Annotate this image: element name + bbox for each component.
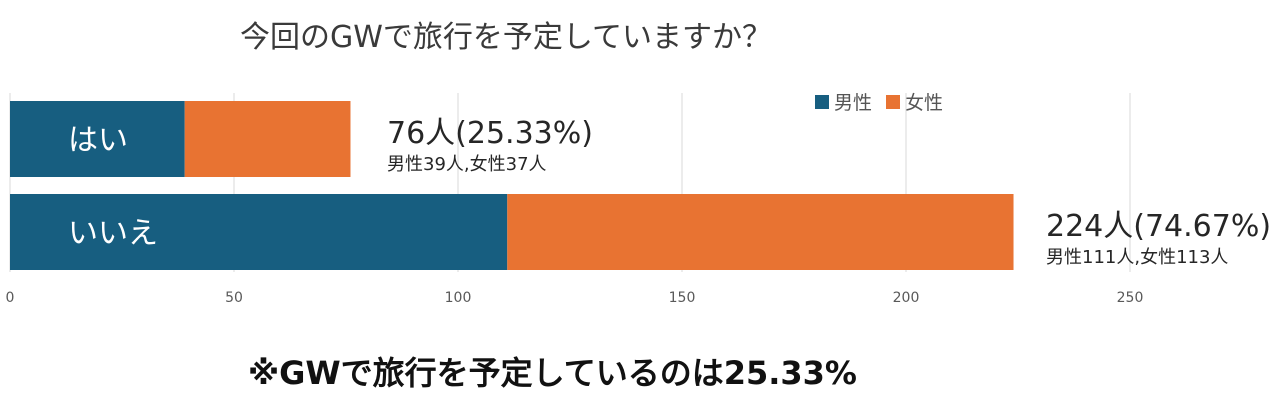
legend-swatch-male [815,94,829,109]
legend-label-female: 女性 [905,92,944,114]
total-label-yes: 76人(25.33%) [387,116,593,151]
breakdown-label-no: 男性111人,女性113人 [1046,247,1229,268]
legend-label-male: 男性 [834,92,873,114]
chart-title: 今回のGWで旅行を予定していますか？ [240,20,773,55]
legend: 男性 女性 [815,88,943,115]
x-tick-label: 200 [893,290,920,306]
bar-no-male [10,194,508,270]
total-label-no: 224人(74.67%) [1046,209,1272,244]
footnote: ※GWで旅行を予定しているのは25.33% [248,354,857,392]
legend-item-female: 女性 [886,88,943,115]
bar-yes-female [184,101,351,177]
x-tick-label: 150 [669,290,696,306]
legend-swatch-female [886,94,901,109]
breakdown-label-yes: 男性39人,女性37人 [387,154,547,175]
category-label: いいえ [68,216,158,251]
x-tick-label: 0 [6,290,15,306]
bar-yes-male [10,101,185,177]
x-tick-label: 50 [225,290,243,306]
category-label: はい [68,123,128,158]
bar-no-female [507,194,1014,270]
x-tick-label: 250 [1117,290,1144,306]
legend-item-male: 男性 [815,88,872,115]
x-tick-label: 100 [445,290,472,306]
